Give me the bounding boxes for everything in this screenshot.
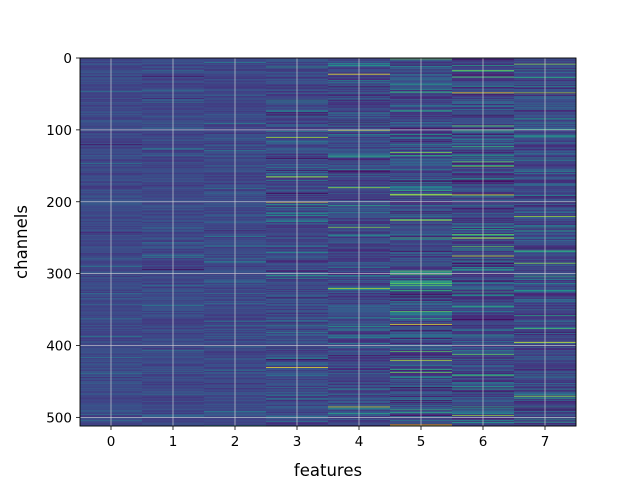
x-tick-label: 1 (169, 434, 178, 450)
x-tick-label: 0 (107, 434, 116, 450)
grid-lines (80, 57, 576, 426)
x-tick-label: 3 (293, 434, 302, 450)
y-tick-label: 200 (46, 195, 72, 211)
x-tick-label: 7 (541, 434, 550, 450)
x-tick-label: 6 (479, 434, 488, 450)
y-tick-label: 400 (46, 339, 72, 355)
y-axis-label: channels (12, 205, 31, 279)
y-tick-label: 500 (46, 410, 72, 426)
x-tick-label: 4 (355, 434, 364, 450)
y-tick-label: 0 (63, 51, 72, 67)
x-axis-label: features (294, 461, 362, 480)
heatmap-cells (80, 58, 577, 427)
y-tick-label: 100 (46, 123, 72, 139)
x-tick-label: 2 (231, 434, 240, 450)
x-axis-ticks: 0 1 2 3 4 5 6 7 (107, 426, 550, 450)
y-tick-label: 300 (46, 267, 72, 283)
x-tick-label: 5 (417, 434, 426, 450)
plot-frame (79, 57, 577, 427)
y-axis-ticks: 0 100 200 300 400 500 (46, 51, 80, 426)
